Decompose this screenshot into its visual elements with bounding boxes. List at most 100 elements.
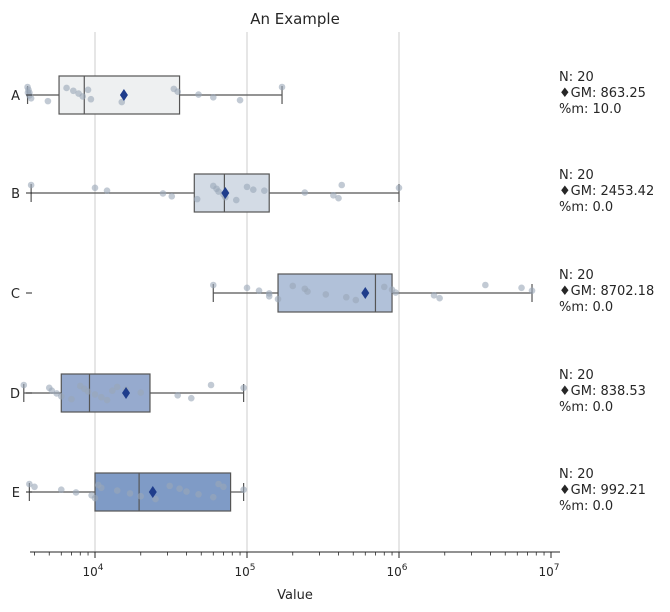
data-point: [20, 381, 28, 389]
data-point: [103, 187, 111, 194]
data-point: [113, 487, 121, 494]
data-point: [220, 483, 227, 491]
data-point: [215, 480, 222, 488]
data-point: [97, 484, 105, 492]
data-point: [57, 486, 65, 493]
data-point: [70, 87, 77, 95]
data-point: [168, 192, 176, 200]
x-tick-label: 106: [386, 563, 407, 579]
mean-marker: [119, 89, 128, 101]
x-tick-label: 107: [538, 563, 559, 579]
data-point: [109, 387, 116, 394]
box-B: [193, 173, 270, 213]
data-point: [176, 485, 183, 493]
data-point: [232, 196, 240, 204]
data-point: [304, 288, 311, 295]
data-point: [209, 94, 217, 101]
data-point: [97, 393, 105, 401]
data-point: [274, 295, 282, 303]
y-tick-label: C: [11, 287, 20, 302]
box-C: [277, 273, 393, 313]
stat-line-n: N: 20: [559, 168, 594, 183]
y-axis: A B C D E: [10, 89, 32, 501]
data-point: [193, 195, 201, 203]
data-point: [174, 88, 181, 96]
data-point: [430, 292, 438, 299]
stat-annotation: N: 20 ♦GM: 2453.42 %m: 0.0: [559, 168, 654, 216]
data-point: [243, 183, 251, 191]
mean-marker: [221, 187, 230, 199]
chart-title: An Example: [250, 10, 340, 28]
data-point: [44, 97, 52, 105]
data-point: [289, 282, 297, 290]
data-point: [207, 381, 215, 389]
data-point: [137, 389, 145, 396]
data-point: [68, 395, 75, 403]
data-point: [91, 391, 99, 398]
data-point: [322, 291, 330, 298]
data-point: [152, 495, 159, 503]
stat-line-pm: %m: 10.0: [559, 102, 622, 117]
data-point: [518, 284, 525, 292]
data-point: [84, 388, 92, 395]
box-group-C: [209, 273, 536, 313]
stat-line-gm: ♦GM: 863.25: [559, 86, 646, 101]
data-point: [84, 86, 92, 94]
data-point: [249, 186, 257, 194]
data-point: [183, 488, 190, 495]
data-point: [209, 281, 217, 289]
data-point: [72, 489, 80, 496]
x-axis: 104 105 106 107: [30, 551, 560, 579]
data-point: [342, 293, 350, 301]
stat-annotation: N: 20 ♦GM: 838.53 %m: 0.0: [559, 368, 646, 416]
data-point: [27, 94, 35, 102]
stat-line-gm: ♦GM: 8702.18: [559, 284, 655, 299]
data-point: [195, 491, 202, 498]
data-point: [278, 83, 286, 91]
mean-marker: [122, 387, 131, 399]
data-point: [57, 392, 65, 400]
data-point: [159, 190, 167, 197]
stat-line-gm: ♦GM: 838.53: [559, 384, 646, 399]
data-point: [91, 494, 99, 502]
data-point: [87, 95, 95, 103]
data-point: [26, 480, 33, 488]
box-group-D: [20, 373, 247, 413]
data-point: [27, 181, 35, 189]
stat-annotation: N: 20 ♦GM: 863.25 %m: 10.0: [559, 70, 646, 118]
boxes: [20, 75, 536, 512]
data-point: [395, 184, 403, 192]
data-point: [335, 194, 342, 202]
data-point: [482, 281, 489, 289]
data-point: [380, 283, 388, 291]
data-point: [243, 284, 251, 292]
stat-line-n: N: 20: [559, 467, 594, 482]
y-tick-label: D: [10, 387, 20, 402]
data-point: [338, 181, 346, 189]
data-point: [174, 392, 181, 399]
data-point: [166, 482, 173, 490]
data-point: [436, 294, 443, 302]
data-point: [528, 287, 536, 294]
data-point: [301, 189, 309, 196]
mean-marker: [361, 287, 370, 299]
data-point: [236, 96, 244, 104]
data-point: [187, 394, 195, 402]
y-tick-label: E: [12, 486, 20, 501]
data-point: [240, 486, 247, 493]
data-point: [137, 492, 145, 500]
stat-annotation: N: 20 ♦GM: 8702.18 %m: 0.0: [559, 268, 654, 316]
box-group-A: [24, 75, 286, 115]
x-tick-label: 105: [234, 563, 255, 579]
stat-line-pm: %m: 0.0: [559, 400, 614, 415]
data-point: [195, 91, 202, 98]
stat-annotation: N: 20 ♦GM: 992.21 %m: 0.0: [559, 467, 646, 515]
mean-marker: [148, 486, 157, 498]
stat-line-n: N: 20: [559, 368, 594, 383]
box-group-E: [26, 472, 247, 512]
data-point: [240, 384, 247, 392]
stat-line-pm: %m: 0.0: [559, 200, 614, 215]
data-point: [118, 98, 126, 106]
data-point: [255, 287, 263, 294]
data-point: [126, 490, 134, 497]
